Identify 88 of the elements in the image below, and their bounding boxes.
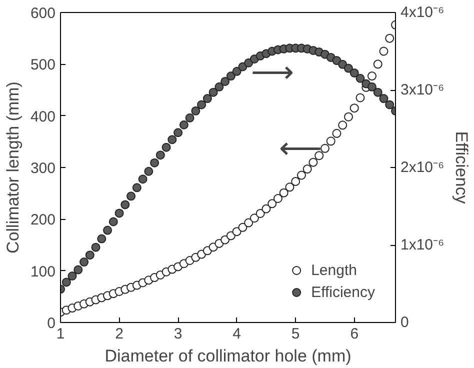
y2-tick-label: 1x10⁻⁶ — [400, 236, 444, 254]
y2-tick-label: 2x10⁻⁶ — [400, 159, 444, 176]
legend-label: Efficiency — [311, 284, 375, 300]
point — [373, 88, 382, 97]
y-tick-label: 100 — [30, 263, 56, 280]
point — [220, 76, 230, 86]
y-tick-label: 400 — [30, 108, 56, 126]
y2-tick-label: 0 — [400, 314, 409, 331]
x-tick-label: 1 — [56, 326, 65, 342]
point — [62, 278, 71, 287]
point — [385, 100, 394, 110]
point — [256, 208, 265, 218]
point — [162, 142, 171, 152]
point — [244, 218, 254, 228]
point — [185, 113, 194, 122]
point — [279, 188, 288, 198]
point — [138, 174, 148, 184]
x-tick-label: 2 — [115, 326, 124, 342]
point — [268, 199, 277, 208]
point — [262, 204, 271, 214]
y-axis-title: Collimator length (mm) — [3, 82, 22, 254]
point — [308, 158, 318, 167]
point — [168, 135, 177, 144]
point — [356, 74, 365, 83]
legend-label: Length — [311, 262, 357, 278]
point — [285, 182, 294, 192]
point — [208, 88, 218, 97]
x-tick-label: 4 — [232, 326, 241, 342]
point — [197, 100, 206, 110]
point — [74, 265, 83, 274]
point — [108, 217, 118, 226]
x-tick-label: 5 — [291, 326, 300, 342]
point — [232, 66, 242, 76]
point — [379, 94, 388, 104]
point — [379, 46, 388, 56]
point — [91, 242, 100, 252]
point — [250, 214, 259, 223]
point — [338, 120, 348, 130]
point — [103, 226, 112, 235]
point — [238, 222, 248, 232]
point — [97, 234, 106, 244]
y-tick-label: 200 — [30, 212, 56, 229]
point — [132, 183, 142, 192]
point — [150, 158, 160, 168]
point — [126, 192, 136, 201]
point — [232, 227, 242, 236]
point — [68, 272, 77, 280]
point — [344, 64, 353, 73]
point — [350, 104, 359, 113]
point — [179, 120, 188, 130]
y-tick-label: 600 — [30, 5, 56, 22]
point — [174, 128, 183, 138]
y-tick-label: 500 — [30, 56, 56, 74]
point — [350, 68, 359, 78]
point — [320, 144, 330, 153]
point — [332, 128, 342, 138]
y2-axis-title: Efficiency — [452, 131, 472, 204]
point — [85, 250, 94, 260]
point — [202, 94, 212, 104]
point — [226, 72, 236, 81]
annotation: ⟵ — [279, 132, 322, 165]
point — [220, 235, 230, 244]
point — [302, 164, 312, 174]
point — [356, 93, 365, 102]
point — [120, 200, 130, 210]
point — [291, 176, 300, 186]
point — [191, 106, 200, 116]
x-tick-label: 3 — [174, 326, 182, 342]
point — [373, 60, 382, 69]
y2-tick-label: 4x10⁻⁶ — [400, 4, 444, 21]
point — [273, 194, 282, 203]
point — [114, 208, 124, 218]
point — [144, 166, 154, 176]
point — [80, 258, 89, 267]
x-tick-label: 6 — [350, 326, 359, 342]
point — [156, 150, 165, 160]
y-tick-label: 300 — [30, 160, 56, 177]
y-tick-label: 0 — [47, 315, 56, 332]
point — [367, 72, 376, 81]
point — [344, 112, 353, 122]
point — [367, 82, 376, 92]
x-axis-title: Diameter of collimator hole (mm) — [104, 346, 352, 366]
y2-tick-label: 3x10⁻⁶ — [400, 82, 444, 98]
point — [214, 82, 224, 92]
point — [326, 136, 336, 146]
point — [296, 170, 306, 180]
annotation: ⟶ — [251, 56, 294, 89]
point — [385, 34, 394, 43]
